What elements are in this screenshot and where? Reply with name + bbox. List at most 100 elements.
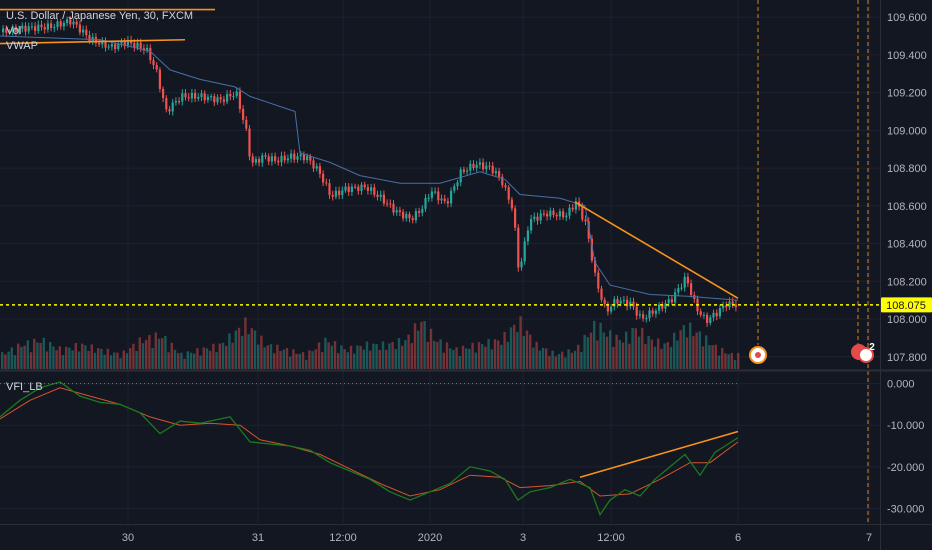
volume-bar	[225, 345, 228, 369]
candle-body	[78, 24, 81, 33]
candle-body	[75, 21, 78, 25]
volume-bar	[119, 358, 122, 369]
volume-bar	[378, 349, 381, 369]
volume-bar	[561, 351, 564, 369]
volume-bar	[17, 343, 20, 369]
candle-body	[616, 299, 619, 304]
candle-body	[411, 218, 414, 221]
symbol-title[interactable]: U.S. Dollar / Japanese Yen, 30, FXCM	[6, 10, 194, 22]
volume-bar	[282, 349, 285, 369]
candle-body	[299, 154, 302, 157]
candle-body	[59, 21, 62, 27]
vfi-axis[interactable]: 0.000 -10.000 -20.000 -30.000	[887, 379, 924, 516]
volume-bar	[717, 355, 721, 369]
volume-bar	[273, 353, 276, 369]
volume-bar	[237, 327, 241, 369]
time-tick-label: 12:00	[597, 532, 625, 544]
candle-body	[549, 210, 552, 217]
volume-bar	[132, 343, 135, 369]
candle-body	[18, 28, 21, 33]
volume-bar	[599, 322, 602, 369]
candle-body	[312, 160, 315, 169]
candle-body	[613, 299, 616, 307]
volume-bar	[186, 351, 189, 369]
volume-bar	[292, 349, 295, 369]
vfi-legend[interactable]: VFI_LB	[6, 381, 43, 393]
candle-body	[270, 156, 273, 162]
volume-bar	[596, 340, 599, 369]
candle-body	[648, 310, 651, 319]
candle-body	[536, 216, 539, 221]
volume-legend[interactable]: Vol	[6, 25, 22, 37]
event-cluster-marker[interactable]: 2	[851, 342, 875, 363]
candle-body	[62, 22, 65, 27]
candle-body	[309, 156, 312, 161]
time-tick-label: 2020	[418, 532, 442, 544]
volume-bar	[657, 338, 660, 369]
candle-body	[181, 93, 184, 102]
price-tick-label: 109.400	[887, 50, 927, 62]
volume-bar	[445, 342, 449, 369]
volume-bar	[449, 348, 452, 369]
volume-bar	[90, 344, 93, 369]
candle-body	[526, 230, 529, 242]
time-axis[interactable]: 30 31 12:00 2020 3 12:00 6 7	[122, 532, 872, 544]
volume-bar	[215, 352, 218, 369]
candle-body	[40, 24, 43, 28]
volume-bar	[244, 317, 247, 369]
volume-bar	[314, 349, 317, 369]
candle-body	[405, 213, 408, 219]
candle-body	[117, 43, 120, 50]
candle-body	[728, 301, 731, 308]
candle-body	[523, 241, 526, 262]
candle-body	[322, 173, 325, 183]
volume-bar	[567, 349, 570, 369]
vfi-tick-label: -10.000	[887, 420, 924, 432]
candle-body	[504, 185, 507, 188]
volume-bar	[519, 316, 522, 369]
volume-bar	[145, 339, 148, 369]
volume-bar	[423, 321, 426, 369]
candle-body	[568, 207, 571, 216]
vfi-trendline-0	[579, 430, 739, 479]
candle-body	[715, 312, 718, 317]
price-axis[interactable]: 109.600 109.400 109.200 109.000 108.800 108.6…	[887, 12, 927, 364]
candle-body	[2, 28, 5, 33]
candle-body	[251, 156, 254, 163]
volume-bar	[202, 347, 205, 369]
candle-body	[638, 314, 641, 316]
volume-bar	[500, 344, 503, 369]
volume-bar	[167, 352, 170, 369]
candle-body	[667, 299, 670, 304]
volume-bar	[650, 339, 653, 369]
volume-bar	[589, 332, 593, 369]
candle-body	[610, 306, 613, 312]
volume-bar	[77, 351, 81, 369]
candle-body	[101, 40, 104, 45]
event-marker[interactable]	[749, 346, 767, 364]
candle-body	[5, 28, 8, 33]
candle-body	[469, 163, 472, 171]
volume-bar	[61, 355, 65, 369]
volume-bar	[173, 349, 177, 369]
candle-body	[485, 165, 488, 170]
price-candles	[2, 16, 737, 327]
candle-body	[542, 213, 545, 215]
volume-bar	[388, 343, 391, 369]
candle-body	[462, 169, 465, 172]
volume-bar	[113, 352, 116, 369]
volume-bar	[93, 352, 97, 369]
volume-bar	[538, 350, 541, 369]
volume-bar	[426, 341, 429, 369]
candle-body	[229, 94, 232, 97]
candle-body	[622, 299, 625, 301]
volume-bar	[541, 347, 545, 369]
volume-bar	[407, 334, 410, 369]
vwap-legend[interactable]: VWAP	[6, 40, 38, 52]
volume-bar	[583, 334, 586, 369]
trendlines[interactable]	[0, 8, 739, 479]
volume-bar	[525, 330, 529, 369]
volume-bar	[58, 346, 61, 369]
volume-bar	[20, 346, 23, 369]
